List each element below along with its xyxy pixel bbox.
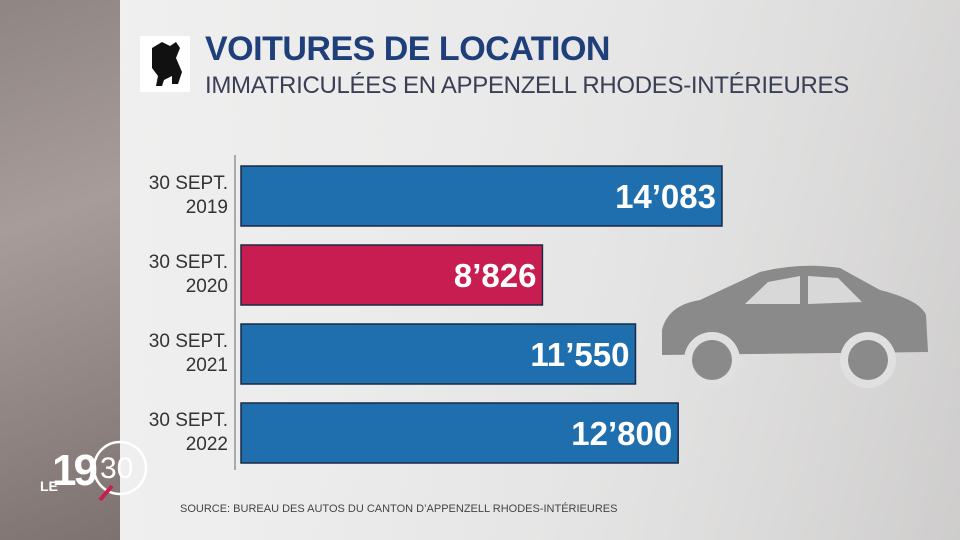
value-label: 11’550	[530, 336, 629, 373]
logo-hour: 19	[52, 446, 98, 495]
logo-prefix: LE	[40, 478, 58, 494]
source-note: SOURCE: BUREAU DES AUTOS DU CANTON D’APP…	[180, 503, 618, 515]
chart-subtitle: IMMATRICULÉES EN APPENZELL RHODES-INTÉRI…	[205, 72, 849, 99]
bar	[240, 323, 637, 385]
category-label: 30 SEPT. 2019	[148, 173, 228, 218]
value-label: 14’083	[615, 178, 716, 215]
category-label: 30 SEPT. 2021	[148, 331, 228, 376]
bar	[240, 402, 679, 464]
category-label: 30 SEPT. 2020	[148, 252, 228, 297]
canton-flag	[140, 36, 190, 92]
value-label: 8’826	[454, 257, 537, 294]
logo-minute: 30	[100, 452, 134, 485]
bar	[240, 244, 544, 306]
car-icon	[662, 265, 928, 388]
chart-title: VOITURES DE LOCATION	[205, 30, 610, 68]
category-label: 30 SEPT. 2022	[148, 410, 228, 455]
bar	[240, 165, 723, 227]
value-label: 12’800	[571, 415, 672, 452]
logo-mark	[92, 440, 148, 502]
